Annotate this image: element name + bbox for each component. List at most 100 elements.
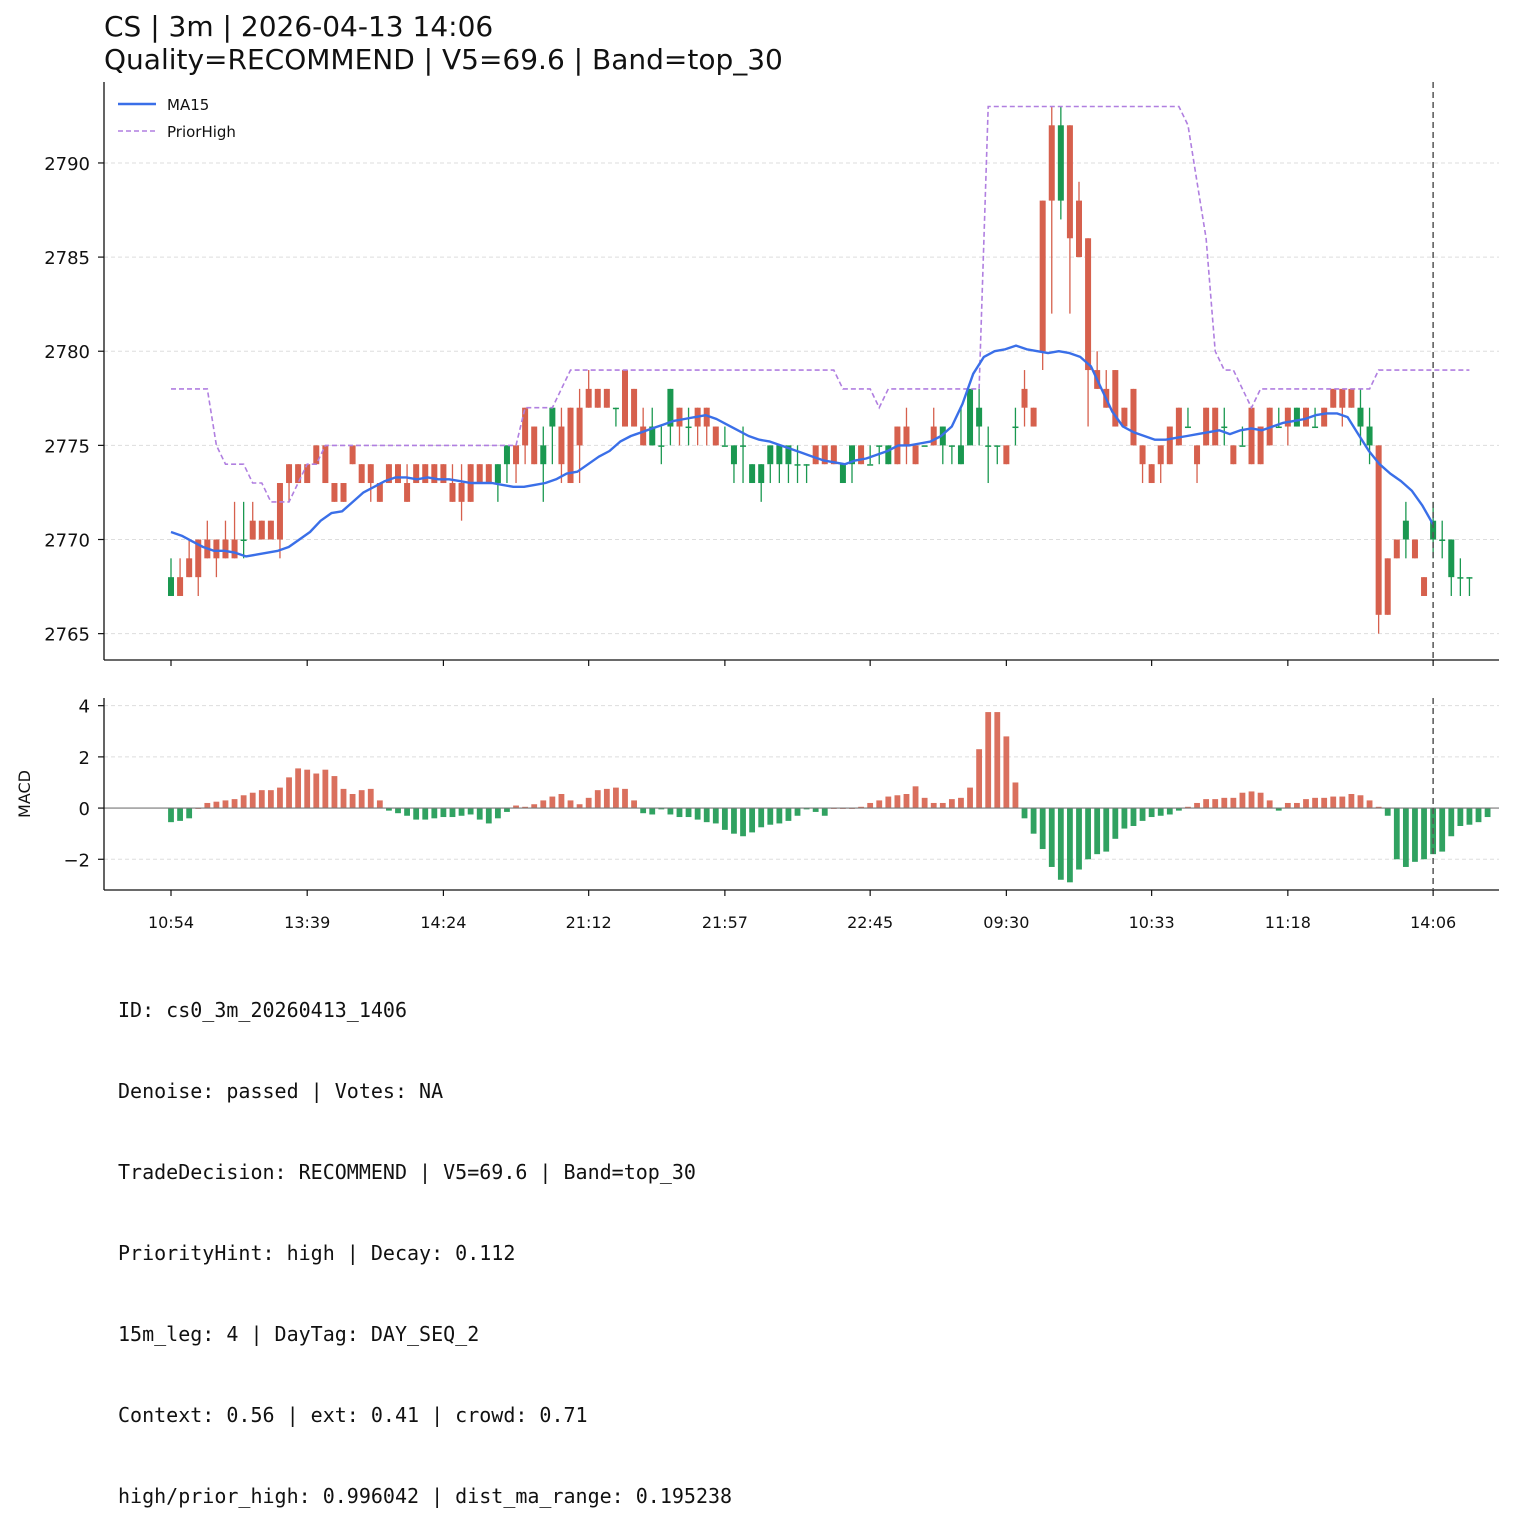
macd-bar bbox=[1067, 808, 1073, 883]
macd-bar bbox=[449, 808, 456, 818]
macd-bar bbox=[1439, 808, 1446, 852]
macd-bar bbox=[476, 808, 483, 820]
candle-body bbox=[1411, 539, 1418, 559]
x-axis: 10:54 13:39 14:24 21:12 21:57 22:45 09:30 10:33… bbox=[148, 82, 1456, 932]
macd-bar bbox=[658, 808, 665, 810]
macd-bar bbox=[485, 808, 492, 824]
macd-bar bbox=[1175, 808, 1182, 811]
macd-bar bbox=[494, 808, 501, 819]
candle-body bbox=[186, 558, 193, 578]
macd-bar bbox=[1412, 808, 1418, 862]
candle-body bbox=[930, 426, 937, 446]
macd-bar bbox=[1012, 782, 1019, 809]
macd-bar bbox=[213, 801, 220, 809]
candle-body bbox=[177, 577, 184, 596]
candle-body bbox=[1085, 238, 1092, 371]
candle-body bbox=[767, 445, 774, 465]
candle-body bbox=[1348, 388, 1355, 408]
macd-bar bbox=[1230, 797, 1237, 809]
candle-body bbox=[1421, 577, 1428, 596]
macd-bar bbox=[1384, 808, 1391, 816]
macd-bar bbox=[504, 808, 510, 812]
macd-bar bbox=[740, 808, 746, 837]
candle-body bbox=[712, 426, 719, 446]
candle-body bbox=[304, 464, 311, 484]
candle-body bbox=[667, 388, 674, 427]
candle-body bbox=[685, 426, 692, 429]
candle-body bbox=[776, 445, 783, 465]
candle-body bbox=[1184, 426, 1191, 429]
macd-bar bbox=[1294, 802, 1300, 809]
candle-body bbox=[1148, 464, 1155, 484]
candle-body bbox=[912, 445, 919, 465]
candle-body bbox=[867, 464, 874, 466]
macd-bar bbox=[948, 799, 955, 809]
candle-body bbox=[603, 388, 610, 408]
macd-bar bbox=[222, 800, 229, 809]
macd-bar bbox=[1076, 808, 1082, 870]
price-y-tick-label: 2770 bbox=[44, 531, 90, 552]
candle-body bbox=[1366, 426, 1373, 446]
candle-body bbox=[313, 445, 320, 465]
candle-body bbox=[1393, 539, 1400, 559]
info-line: high/prior_high: 0.996042 | dist_ma_rang… bbox=[118, 1484, 733, 1508]
candle-body bbox=[1402, 520, 1409, 540]
macd-bar bbox=[1221, 797, 1228, 809]
candle-body bbox=[503, 445, 510, 465]
candle-body bbox=[494, 464, 501, 484]
candle-body bbox=[758, 464, 765, 484]
candle-body bbox=[1021, 388, 1028, 408]
macd-bar bbox=[1402, 808, 1409, 867]
candle-body bbox=[794, 464, 801, 466]
chart-title-line-2: Quality=RECOMMEND | V5=69.6 | Band=top_3… bbox=[104, 43, 783, 76]
macd-bar bbox=[258, 790, 265, 809]
candle-body bbox=[967, 388, 974, 446]
candle-body bbox=[358, 464, 365, 484]
macd-bar bbox=[1312, 797, 1318, 809]
info-block: ID: cs0_3m_20260413_1406 Denoise: passed… bbox=[118, 943, 732, 1537]
macd-bar bbox=[821, 808, 828, 816]
candle-body bbox=[957, 445, 964, 465]
candle-body bbox=[340, 483, 347, 502]
macd-bar bbox=[1339, 796, 1346, 809]
candle-body bbox=[195, 539, 202, 578]
macd-bar bbox=[622, 788, 628, 809]
macd-bar bbox=[676, 808, 683, 818]
macd-bar bbox=[295, 768, 302, 809]
macd-bar bbox=[794, 808, 801, 816]
macd-bar bbox=[1375, 806, 1382, 809]
price-y-tick-label: 2765 bbox=[44, 625, 90, 646]
macd-bar bbox=[803, 808, 810, 810]
candle-body bbox=[1221, 426, 1228, 429]
macd-bar bbox=[558, 794, 565, 809]
macd-bar bbox=[1448, 808, 1455, 837]
macd-bar bbox=[367, 788, 374, 809]
macd-bar bbox=[1284, 802, 1291, 809]
macd-bar bbox=[812, 808, 819, 812]
candle-body bbox=[1203, 407, 1210, 446]
candle-body bbox=[948, 445, 955, 447]
macd-bar bbox=[1484, 808, 1491, 818]
candle-body bbox=[1048, 125, 1055, 201]
candle-body bbox=[676, 407, 683, 427]
candle-body bbox=[249, 520, 256, 540]
macd-bar bbox=[985, 712, 992, 809]
candle-body bbox=[1112, 370, 1119, 427]
macd-bar bbox=[1475, 808, 1482, 823]
candle-body bbox=[431, 464, 438, 484]
macd-bar bbox=[603, 788, 610, 809]
macd-panel: −2 0 2 4 MACD bbox=[15, 697, 1499, 891]
candle-body bbox=[258, 520, 265, 540]
macd-bar bbox=[576, 804, 583, 809]
candle-body bbox=[549, 407, 556, 427]
macd-bar bbox=[967, 787, 973, 809]
x-tick-label: 14:06 bbox=[1410, 913, 1456, 932]
candle-body bbox=[703, 407, 710, 427]
macd-bar bbox=[749, 808, 756, 833]
macd-bar bbox=[1130, 808, 1137, 826]
macd-bar bbox=[386, 808, 392, 811]
legend-priorhigh-label: PriorHigh bbox=[167, 123, 236, 141]
candle-body bbox=[576, 407, 583, 446]
candle-body bbox=[830, 445, 837, 465]
macd-bar bbox=[1248, 791, 1255, 809]
